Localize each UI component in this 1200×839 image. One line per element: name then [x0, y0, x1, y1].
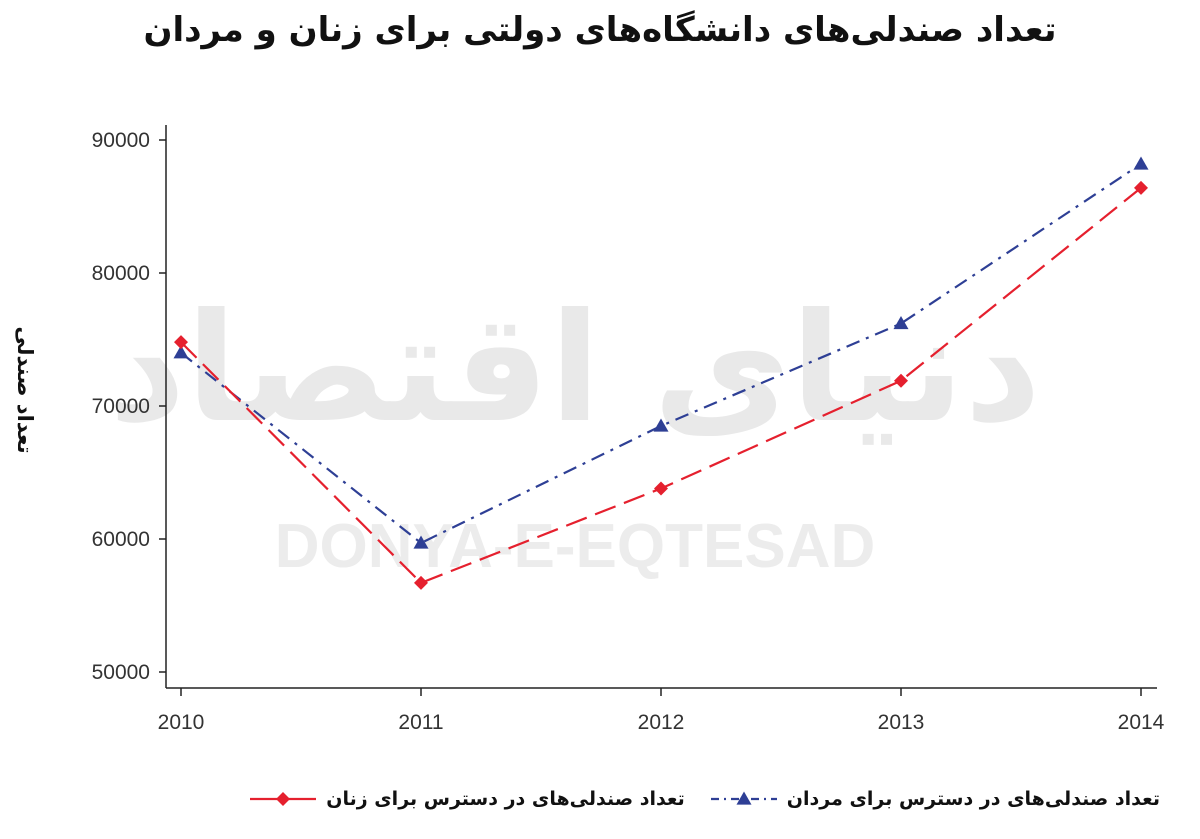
y-tick-label: 70000 [92, 395, 150, 418]
watermark: دنیای اقتصاد DONYA-E-EQTESAD [109, 282, 1042, 581]
data-point [1133, 156, 1149, 170]
y-tick-label: 50000 [92, 661, 150, 684]
x-tick-label: 2014 [1118, 711, 1165, 734]
series-1 [174, 180, 1148, 590]
data-point [653, 418, 669, 432]
y-axis-label: تعداد صندلی [13, 326, 37, 453]
x-axis-ticks: 2010 2011 2012 2013 2014 [158, 688, 1165, 734]
legend-swatch [250, 792, 317, 806]
series-0 [173, 156, 1149, 549]
y-axis-ticks: 50000 60000 70000 80000 90000 [92, 129, 166, 684]
legend-entry: تعداد صندلی‌های در دسترس برای مردان [709, 788, 1160, 810]
data-point [1134, 180, 1148, 195]
x-tick-label: 2011 [398, 711, 443, 734]
watermark-persian: دنیای اقتصاد [109, 282, 1042, 456]
data-point [894, 373, 908, 388]
legend-entry: تعداد صندلی‌های در دسترس برای زنان [248, 788, 685, 810]
watermark-english: DONYA-E-EQTESAD [275, 512, 876, 581]
series-layer [173, 156, 1149, 590]
data-point [654, 481, 668, 496]
y-tick-label: 60000 [92, 528, 150, 551]
data-point [173, 345, 189, 359]
legend-swatch-marker [736, 791, 752, 805]
legend-label: تعداد صندلی‌های در دسترس برای مردان [786, 788, 1160, 810]
series-line [180, 163, 1142, 545]
data-point [174, 335, 188, 350]
chart-title: تعداد صندلی‌های دانشگاه‌های دولتی برای ز… [143, 10, 1057, 50]
legend-label: تعداد صندلی‌های در دسترس برای زنان [326, 788, 685, 810]
x-tick-label: 2013 [878, 711, 925, 734]
data-point [893, 316, 909, 330]
x-tick-label: 2012 [638, 711, 685, 734]
y-tick-label: 90000 [92, 129, 150, 152]
legend-swatch-marker [276, 792, 291, 806]
x-tick-label: 2010 [158, 711, 205, 734]
data-point [413, 535, 429, 549]
data-point [414, 575, 428, 590]
legend-swatch [710, 791, 777, 805]
legend: تعداد صندلی‌های در دسترس برای مردان تعداد… [248, 788, 1160, 810]
y-tick-label: 80000 [92, 262, 150, 285]
